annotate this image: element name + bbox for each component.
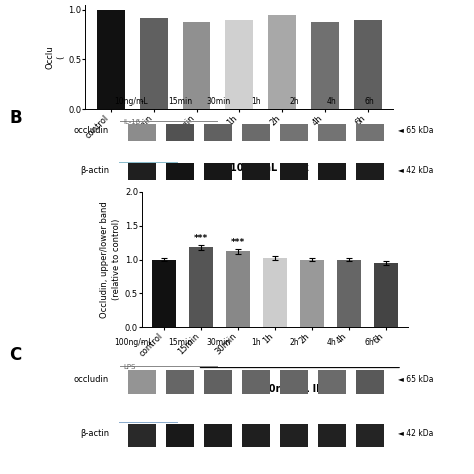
Bar	[318, 163, 346, 180]
Bar	[182, 22, 210, 109]
Text: ◄ 42 kDa: ◄ 42 kDa	[398, 165, 434, 174]
Bar	[204, 163, 232, 180]
Bar	[166, 370, 194, 393]
Bar	[242, 424, 270, 447]
Text: 6h: 6h	[365, 97, 374, 106]
Text: 6h: 6h	[365, 338, 374, 347]
Bar	[189, 247, 213, 327]
Text: C: C	[9, 346, 22, 364]
Text: occludin: occludin	[74, 375, 109, 384]
Bar	[263, 258, 287, 327]
Y-axis label: Occlu
(: Occlu (	[46, 45, 65, 69]
Text: IL-1β: IL-1β	[123, 118, 140, 125]
Bar	[242, 370, 270, 393]
Text: 10ng/mL: 10ng/mL	[114, 97, 147, 106]
Bar	[356, 370, 384, 393]
Y-axis label: Occludin, upper/lower band
(relative to control): Occludin, upper/lower band (relative to …	[100, 201, 121, 318]
Text: ***: ***	[194, 234, 208, 243]
Bar	[242, 124, 270, 141]
Text: B: B	[9, 109, 22, 127]
Bar	[280, 424, 308, 447]
Text: 10ng/mL TNFα: 10ng/mL TNFα	[230, 163, 309, 173]
Bar	[318, 424, 346, 447]
Bar	[356, 424, 384, 447]
Text: 2h: 2h	[289, 97, 299, 106]
Bar	[356, 163, 384, 180]
Bar	[268, 15, 296, 109]
Text: -: -	[141, 97, 144, 106]
Text: 15min: 15min	[168, 97, 192, 106]
Bar	[204, 370, 232, 393]
Bar	[166, 124, 194, 141]
Bar	[280, 370, 308, 393]
Text: 15min: 15min	[168, 338, 192, 347]
Text: ***: ***	[231, 237, 245, 246]
Bar	[166, 424, 194, 447]
Bar	[300, 260, 324, 327]
Text: occludin: occludin	[74, 127, 109, 136]
Bar	[140, 18, 168, 109]
Bar	[311, 22, 339, 109]
Text: β-actin: β-actin	[80, 428, 109, 438]
Bar	[204, 124, 232, 141]
Text: ◄ 65 kDa: ◄ 65 kDa	[398, 375, 434, 384]
Text: 30min: 30min	[206, 338, 230, 347]
Bar	[226, 19, 253, 109]
Bar	[354, 19, 382, 109]
Text: 4h: 4h	[327, 338, 337, 347]
Bar	[280, 124, 308, 141]
Bar	[97, 9, 125, 109]
Bar	[128, 370, 156, 393]
Bar	[280, 163, 308, 180]
Text: β-actin: β-actin	[80, 165, 109, 174]
Bar	[128, 163, 156, 180]
Text: 1h: 1h	[251, 97, 261, 106]
Bar	[226, 251, 250, 327]
Text: 100ng/mL: 100ng/mL	[114, 338, 152, 347]
Text: 4h: 4h	[327, 97, 337, 106]
Bar	[166, 163, 194, 180]
Text: 2h: 2h	[289, 338, 299, 347]
Bar	[318, 370, 346, 393]
Bar	[152, 260, 176, 327]
Text: -: -	[141, 338, 144, 347]
Text: LPS: LPS	[123, 364, 136, 370]
Text: 1h: 1h	[251, 338, 261, 347]
Bar	[356, 124, 384, 141]
Text: 30min: 30min	[206, 97, 230, 106]
Bar	[337, 260, 361, 327]
Bar	[128, 424, 156, 447]
Text: ◄ 42 kDa: ◄ 42 kDa	[398, 428, 434, 438]
Bar	[318, 124, 346, 141]
Bar	[374, 263, 398, 327]
Bar	[204, 424, 232, 447]
Text: ◄ 65 kDa: ◄ 65 kDa	[398, 127, 434, 136]
Text: 10ng/mL IL-1β: 10ng/mL IL-1β	[262, 384, 340, 394]
Bar	[242, 163, 270, 180]
Bar	[128, 124, 156, 141]
